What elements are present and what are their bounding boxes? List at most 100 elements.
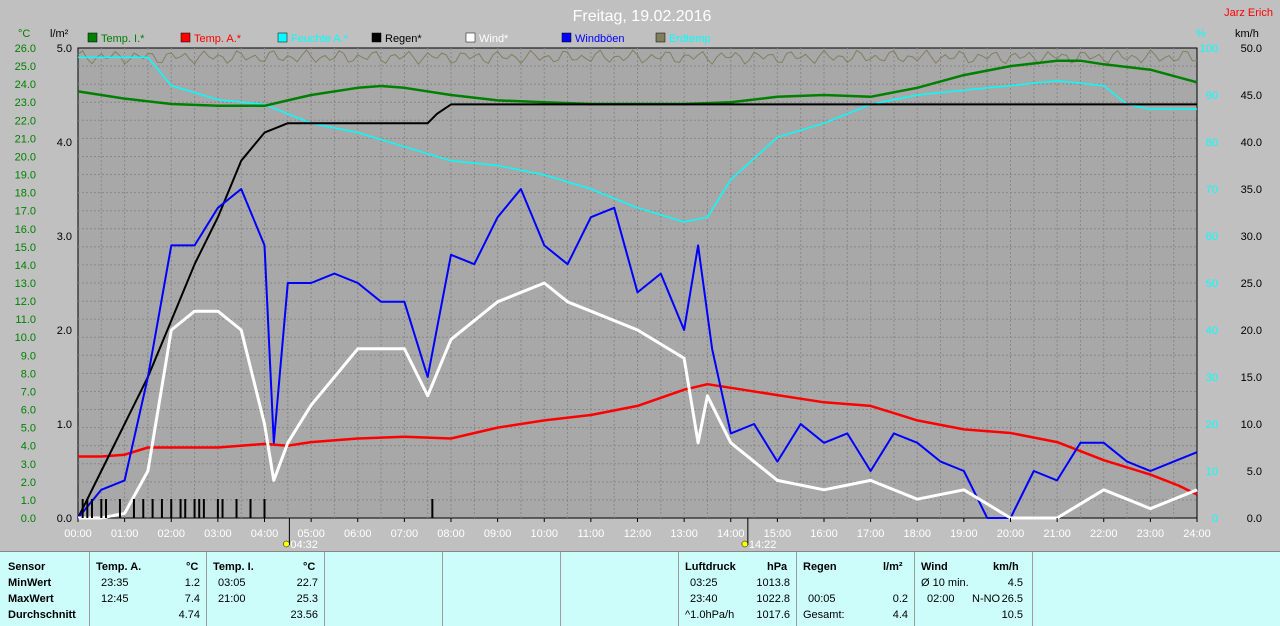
- legend-label: Erdtemp: [669, 33, 711, 45]
- x-tick-label: 18:00: [903, 528, 931, 540]
- stats-value: 1017.6: [756, 609, 790, 621]
- legend-swatch: [465, 32, 476, 43]
- rain-event-bar: [160, 499, 163, 518]
- axis-units: °C l/m² % km/h: [18, 28, 1259, 40]
- temp-tick-label: 1.0: [21, 495, 36, 507]
- x-tick-label: 03:00: [204, 528, 232, 540]
- wind-tick-label: 10.0: [1241, 419, 1262, 431]
- rain-event-bar: [170, 499, 173, 518]
- stats-wind-direction: N-NO: [972, 593, 1001, 605]
- stats-time: 03:25: [690, 577, 718, 589]
- legend: Temp. I.* Temp. A.* Feuchte A.* Regen* Wind*…: [87, 32, 711, 45]
- rain-event-bar: [86, 499, 89, 518]
- x-tick-label: 23:00: [1137, 528, 1165, 540]
- rain-event-bar: [104, 499, 107, 518]
- humidity-tick-label: 30: [1206, 372, 1218, 384]
- temp-tick-label: 18.0: [15, 188, 36, 200]
- temp-tick-label: 15.0: [15, 242, 36, 254]
- rain-event-bar: [221, 499, 224, 518]
- stats-value: 4.4: [892, 609, 908, 621]
- plot-area: [77, 47, 1198, 519]
- chart-title: Freitag, 19.02.2016: [573, 8, 712, 25]
- x-tick-label: 12:00: [624, 528, 652, 540]
- temp-unit-label: °C: [18, 28, 30, 40]
- stats-pressure-unit: hPa: [767, 561, 788, 573]
- legend-swatch: [655, 32, 666, 43]
- x-tick-label: 10:00: [530, 528, 558, 540]
- temp-tick-label: 19.0: [15, 170, 36, 182]
- sunset-icon: [741, 540, 749, 548]
- x-tick-label: 22:00: [1090, 528, 1118, 540]
- rain-tick-label: 4.0: [57, 137, 72, 149]
- stats-value: 1022.8: [756, 593, 790, 605]
- rain-tick-label: 3.0: [57, 231, 72, 243]
- legend-swatch: [371, 32, 382, 43]
- humidity-tick-label: 40: [1206, 325, 1218, 337]
- stats-value: 7.4: [184, 593, 200, 605]
- rain-event-bar: [132, 499, 135, 518]
- temp-tick-label: 5.0: [21, 423, 36, 435]
- stats-value: 10.5: [1001, 609, 1023, 621]
- rain-event-bar: [179, 499, 182, 518]
- stats-value: 23.56: [290, 609, 318, 621]
- stats-value: 4.5: [1007, 577, 1023, 589]
- x-tick-label: 09:00: [484, 528, 512, 540]
- stats-time: 02:00: [927, 593, 955, 605]
- x-tick-label: 07:00: [391, 528, 419, 540]
- x-tick-label: 21:00: [1043, 528, 1071, 540]
- legend-swatch: [180, 32, 191, 43]
- rain-event-bar: [90, 499, 93, 518]
- stats-value: 4.74: [178, 609, 200, 621]
- weather-chart: Freitag, 19.02.2016 Jarz Erich Temp. I.*…: [14, 7, 1273, 551]
- temp-tick-label: 6.0: [21, 405, 36, 417]
- stats-value: 1013.8: [756, 577, 790, 589]
- humidity-tick-label: 20: [1206, 419, 1218, 431]
- wind-tick-label: 50.0: [1241, 43, 1262, 55]
- temp-tick-label: 24.0: [15, 79, 36, 91]
- wind-tick-label: 0.0: [1247, 513, 1262, 525]
- stats-temp-i-header: Temp. I.: [213, 561, 254, 573]
- stats-empty-column: [1032, 552, 1280, 626]
- x-tick-label: 13:00: [670, 528, 698, 540]
- humidity-tick-label: 50: [1206, 278, 1218, 290]
- x-tick-label: 14:00: [717, 528, 745, 540]
- stats-sensor-header: Sensor: [8, 561, 46, 573]
- temp-tick-label: 9.0: [21, 350, 36, 362]
- x-tick-label: 16:00: [810, 528, 838, 540]
- stats-time: 12:45: [101, 593, 129, 605]
- stats-pressure-column: Luftdruck hPa 03:25 1013.8 23:40 1022.8 …: [678, 552, 796, 626]
- stats-value: 1.2: [184, 577, 200, 589]
- x-tick-label: 24:00: [1183, 528, 1211, 540]
- stats-value: 22.7: [296, 577, 318, 589]
- temp-tick-label: 21.0: [15, 133, 36, 145]
- stats-time: 21:00: [218, 593, 246, 605]
- wind-tick-label: 5.0: [1247, 466, 1262, 478]
- rain-event-bar: [142, 499, 145, 518]
- stats-empty-column: [442, 552, 560, 626]
- x-tick-label: 02:00: [157, 528, 185, 540]
- temp-tick-label: 23.0: [15, 97, 36, 109]
- rain-event-bar: [151, 499, 154, 518]
- temp-tick-label: 13.0: [15, 278, 36, 290]
- stats-temp-a-header: Temp. A.: [96, 561, 142, 573]
- stats-value: 0.2: [892, 593, 908, 605]
- rain-event-bar: [193, 499, 196, 518]
- series-line-regen: [77, 103, 1197, 519]
- temp-tick-label: 16.0: [15, 224, 36, 236]
- legend-label: Regen*: [385, 33, 422, 45]
- x-tick-label: 00:00: [64, 528, 92, 540]
- stats-wind-header: Wind: [921, 561, 948, 573]
- temp-tick-label: 14.0: [15, 260, 36, 272]
- rain-event-bar: [235, 499, 238, 518]
- stats-sensor-column: Sensor MinWert MaxWert Durchschnitt: [0, 552, 88, 626]
- stats-pressure-header: Luftdruck: [685, 561, 736, 573]
- legend-label: Wind*: [479, 33, 509, 45]
- legend-label: Temp. A.*: [194, 33, 242, 45]
- x-tick-label: 20:00: [997, 528, 1025, 540]
- rain-event-bar: [198, 499, 201, 518]
- legend-label: Windböen: [575, 33, 625, 45]
- x-tick-label: 04:00: [251, 528, 279, 540]
- rain-events: [81, 499, 434, 518]
- wind-tick-label: 15.0: [1241, 372, 1262, 384]
- x-tick-label: 19:00: [950, 528, 978, 540]
